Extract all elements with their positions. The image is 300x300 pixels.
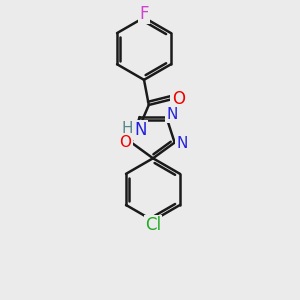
Text: Cl: Cl	[145, 216, 161, 234]
Text: F: F	[139, 5, 149, 23]
Text: N: N	[167, 107, 178, 122]
Text: N: N	[176, 136, 188, 151]
Text: H: H	[122, 122, 133, 136]
Text: N: N	[134, 121, 147, 139]
Text: O: O	[119, 135, 131, 150]
Text: O: O	[172, 90, 184, 108]
